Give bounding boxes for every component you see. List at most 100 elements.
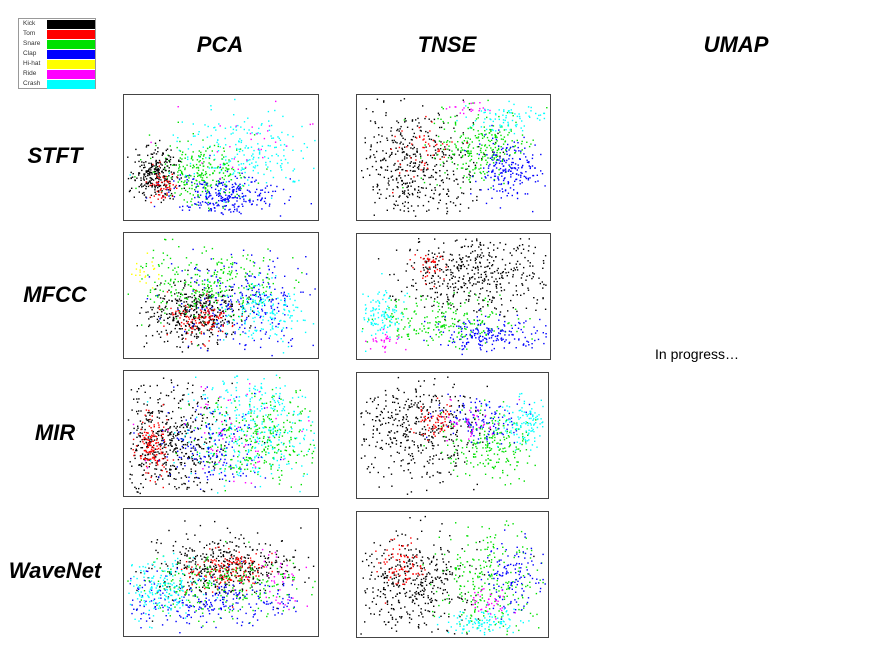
scatter-point — [241, 184, 244, 187]
scatter-point — [166, 176, 169, 178]
scatter-point — [176, 324, 178, 326]
scatter-point — [169, 257, 172, 260]
scatter-point — [480, 133, 482, 135]
scatter-point — [283, 308, 285, 310]
scatter-point — [245, 272, 247, 274]
scatter-point — [473, 334, 476, 337]
scatter-point — [140, 410, 142, 412]
scatter-point — [149, 289, 152, 291]
scatter-point — [468, 154, 471, 156]
scatter-point — [468, 102, 471, 105]
scatter-point — [251, 289, 253, 292]
scatter-point — [287, 162, 289, 164]
scatter-point — [312, 123, 314, 125]
scatter-point — [192, 384, 194, 386]
scatter-point — [232, 197, 235, 199]
scatter-point — [409, 162, 411, 164]
scatter-point — [429, 335, 432, 338]
scatter-point — [213, 154, 215, 156]
scatter-point — [143, 194, 146, 196]
scatter-point — [395, 306, 397, 308]
scatter-point — [225, 314, 227, 317]
scatter-point — [425, 150, 428, 152]
scatter-point — [482, 299, 484, 301]
scatter-point — [168, 195, 170, 197]
scatter-point — [220, 212, 223, 214]
scatter-point — [261, 301, 264, 304]
scatter-point — [463, 275, 465, 277]
scatter-point — [481, 137, 484, 139]
scatter-point — [445, 148, 447, 150]
scatter-point — [454, 106, 456, 108]
scatter-point — [450, 325, 452, 327]
scatter-point — [225, 412, 228, 414]
scatter-point — [364, 304, 367, 306]
scatter-point — [190, 450, 192, 452]
scatter-point — [523, 175, 525, 178]
scatter-point — [197, 317, 199, 319]
scatter-point — [491, 128, 493, 131]
scatter-point — [188, 174, 191, 176]
scatter-point — [514, 113, 516, 115]
scatter-point — [135, 274, 137, 276]
scatter-point — [154, 173, 156, 175]
scatter-point — [248, 184, 250, 186]
scatter-point — [206, 183, 208, 185]
scatter-point — [263, 257, 265, 259]
scatter-point — [183, 319, 185, 321]
scatter-point — [157, 402, 159, 404]
scatter-point — [524, 336, 526, 339]
scatter-plot-pca-stft — [123, 94, 319, 221]
scatter-point — [203, 246, 206, 248]
scatter-point — [508, 341, 511, 344]
scatter-point — [536, 302, 538, 305]
scatter-point — [385, 159, 387, 162]
scatter-point — [362, 176, 364, 179]
scatter-point — [454, 240, 457, 242]
scatter-point — [206, 189, 209, 191]
scatter-point — [438, 194, 440, 196]
scatter-point — [214, 281, 216, 283]
scatter-point — [506, 112, 509, 114]
scatter-point — [492, 272, 494, 274]
scatter-point — [215, 184, 218, 186]
scatter-point — [260, 328, 263, 330]
scatter-point — [205, 287, 207, 289]
scatter-point — [523, 266, 525, 269]
scatter-point — [478, 146, 480, 148]
scatter-point — [210, 194, 212, 197]
scatter-point — [202, 146, 204, 148]
scatter-point — [447, 173, 449, 176]
scatter-point — [170, 391, 173, 393]
scatter-point — [364, 141, 366, 144]
scatter-point — [491, 158, 493, 161]
scatter-point — [465, 343, 468, 345]
scatter-point — [143, 179, 145, 181]
scatter-point — [252, 166, 255, 168]
scatter-point — [157, 177, 159, 179]
row-header-mir: MIR — [34, 420, 76, 445]
scatter-point — [477, 323, 479, 326]
scatter-point — [253, 265, 255, 267]
scatter-point — [160, 187, 163, 190]
scatter-point — [162, 437, 164, 439]
scatter-point — [270, 307, 273, 309]
scatter-point — [462, 322, 464, 324]
scatter-point — [227, 308, 229, 310]
scatter-point — [176, 454, 179, 457]
scatter-point — [239, 187, 241, 189]
scatter-point — [491, 343, 494, 346]
scatter-point — [468, 298, 470, 301]
scatter-point — [376, 141, 378, 144]
scatter-point — [155, 167, 157, 169]
scatter-point — [203, 283, 206, 286]
scatter-point — [221, 200, 223, 202]
scatter-point — [172, 433, 175, 435]
scatter-point — [406, 170, 408, 172]
scatter-point — [388, 184, 390, 186]
scatter-point — [480, 349, 482, 351]
scatter-point — [205, 442, 208, 444]
scatter-point — [411, 192, 414, 195]
scatter-point — [488, 316, 490, 318]
scatter-point — [422, 264, 424, 266]
